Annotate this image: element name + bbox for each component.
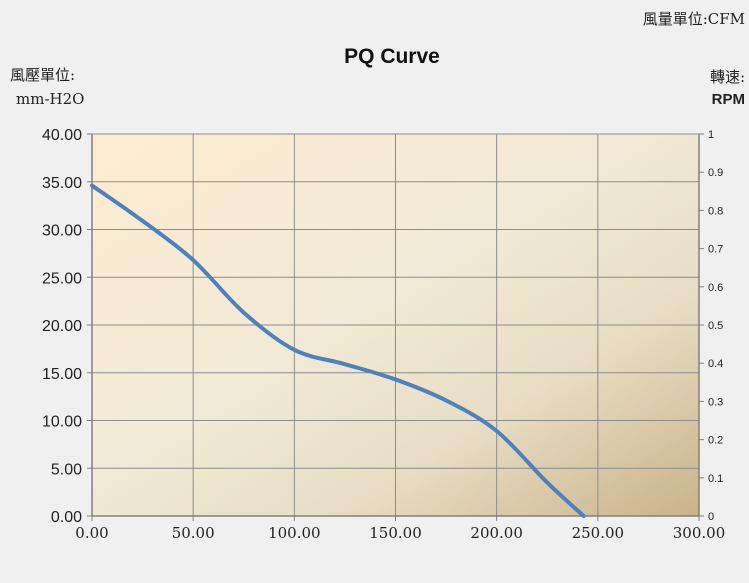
x-tick-label: 100.00 bbox=[268, 524, 321, 542]
y2-unit-label-line2: RPM bbox=[712, 91, 745, 108]
y2-tick-label: 0.6 bbox=[708, 282, 723, 294]
x-tick-label: 300.00 bbox=[673, 524, 726, 542]
grid bbox=[92, 133, 699, 516]
y-tick-labels: 0.00 5.00 10.00 15.00 20.00 25.00 30.00 35.00 40… bbox=[42, 127, 82, 526]
x-unit-label: 風量單位:CFM bbox=[643, 10, 745, 28]
y-tick-label: 0.00 bbox=[51, 509, 82, 526]
y-tick-label: 10.00 bbox=[42, 414, 82, 431]
y2-tick-label: 0.2 bbox=[708, 435, 723, 447]
y-tick-label: 15.00 bbox=[42, 366, 82, 383]
x-tick-label: 250.00 bbox=[572, 524, 625, 542]
series bbox=[90, 183, 586, 518]
x-tick-label: 200.00 bbox=[470, 524, 523, 542]
y2-tick-label: 0.4 bbox=[708, 358, 723, 370]
x-tick-label: 50.00 bbox=[172, 524, 215, 542]
y2-tick-label: 0.3 bbox=[708, 396, 723, 408]
y2-tick-label: 0.7 bbox=[708, 244, 723, 256]
y-tick-label: 30.00 bbox=[42, 223, 82, 240]
y-tick-label: 5.00 bbox=[51, 461, 82, 478]
axes bbox=[87, 133, 704, 521]
x-tick-label: 150.00 bbox=[369, 524, 422, 542]
y-unit-label-line1: 風壓單位: bbox=[10, 66, 75, 84]
y2-tick-label: 0.9 bbox=[708, 167, 723, 179]
pq-curve-line bbox=[90, 183, 586, 518]
x-tick-label: 0.00 bbox=[75, 524, 108, 542]
y2-tick-labels: 0 0.1 0.2 0.3 0.4 0.5 0.6 0.7 0.8 0.9 1 bbox=[708, 129, 723, 523]
y2-tick-label: 1 bbox=[708, 129, 714, 141]
y-unit-label-line2: mm-H2O bbox=[16, 90, 84, 108]
y-tick-label: 40.00 bbox=[42, 127, 82, 144]
y2-tick-label: 0.5 bbox=[708, 320, 723, 332]
y2-tick-label: 0 bbox=[708, 511, 714, 523]
y-tick-label: 25.00 bbox=[42, 270, 82, 287]
y2-tick-label: 0.1 bbox=[708, 473, 723, 485]
y-tick-label: 35.00 bbox=[42, 175, 82, 192]
y-tick-label: 20.00 bbox=[42, 318, 82, 335]
y2-tick-label: 0.8 bbox=[708, 205, 723, 217]
y2-unit-label-line1: 轉速: bbox=[710, 68, 745, 86]
chart-title: PQ Curve bbox=[344, 45, 440, 68]
x-tick-labels: 0.00 50.00 100.00 150.00 200.00 250.00 300.00 bbox=[75, 524, 725, 542]
